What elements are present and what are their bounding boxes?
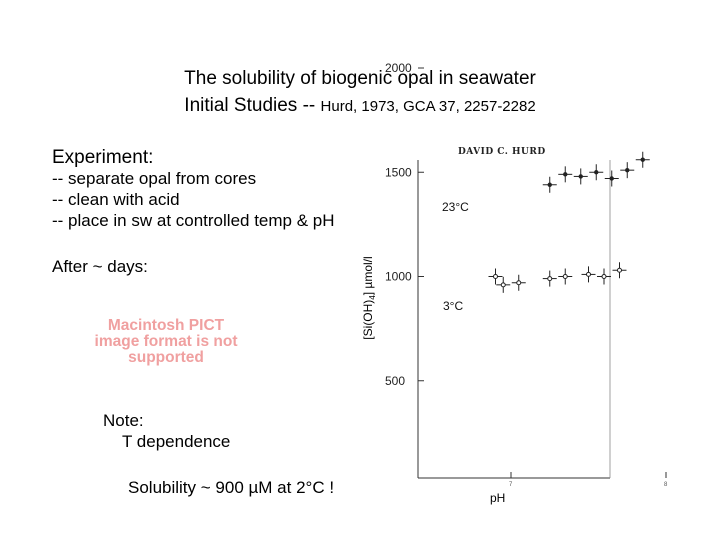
data-point [558, 268, 573, 285]
experiment-heading: Experiment: [52, 147, 154, 168]
data-point [589, 164, 604, 181]
data-point [620, 162, 635, 179]
data-point [604, 170, 619, 187]
citation: Hurd, 1973, GCA 37, 2257-2282 [320, 98, 536, 115]
slide-title-line1: The solubility of biogenic opal in seawa… [184, 68, 536, 89]
data-point [488, 268, 503, 285]
x-tick-label: 7 [509, 482, 513, 488]
data-point [581, 266, 596, 283]
slide-title-line2: Initial Studies -- Hurd, 1973, GCA 37, 2… [0, 95, 720, 117]
data-point [597, 268, 611, 285]
author-heading: DAVID C. HURD [458, 147, 546, 157]
series-label-3c: 3°C [443, 299, 463, 313]
y-tick-label: 1500 [385, 165, 412, 179]
note-solubility: Solubility ~ 900 µM at 2°C ! [128, 478, 335, 497]
y-ticks: 2000 1500 1000 500 [385, 61, 424, 388]
data-point [558, 166, 573, 183]
chart-frame [417, 160, 611, 479]
data-points [488, 151, 650, 293]
series-label-23c: 23°C [442, 200, 469, 214]
note-t-dependence: T dependence [122, 432, 231, 451]
data-point [635, 151, 650, 168]
experiment-step: -- place in sw at controlled temp & pH [52, 211, 335, 230]
y-axis-label-prefix: [Si(OH) [360, 299, 375, 340]
data-point [496, 276, 511, 293]
experiment-step: -- separate opal from cores [52, 169, 257, 188]
x-axis-label: pH [490, 491, 506, 505]
y-axis-label-subscript: 4 [368, 295, 378, 300]
y-tick-label: 2000 [385, 61, 412, 75]
note-heading: Note: [103, 411, 144, 430]
y-tick-label: 500 [385, 374, 405, 388]
after-days-text: After ~ days: [52, 257, 148, 276]
y-axis-label-suffix: ] µmol/l [360, 256, 375, 296]
data-point [542, 176, 557, 193]
data-point [573, 168, 588, 185]
data-point [612, 262, 627, 279]
experiment-step: -- clean with acid [52, 190, 180, 209]
y-tick-label: 1000 [385, 270, 412, 284]
x-tick-label: 8 [664, 482, 668, 488]
title-initial-studies: Initial Studies -- [184, 95, 321, 116]
y-axis-label: [Si(OH)4] µmol/l [361, 256, 377, 339]
data-point [511, 274, 526, 291]
data-point [542, 270, 557, 287]
pict-placeholder-image: Macintosh PICT image format is not suppo… [94, 317, 238, 366]
